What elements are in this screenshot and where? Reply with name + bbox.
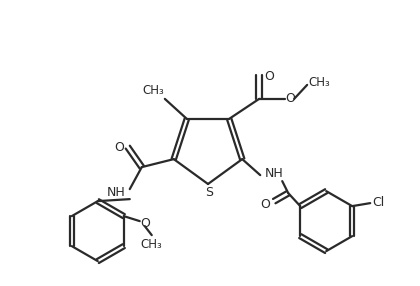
- Text: O: O: [114, 141, 124, 154]
- Text: O: O: [260, 198, 270, 210]
- Text: O: O: [140, 217, 150, 230]
- Text: Cl: Cl: [372, 196, 384, 208]
- Text: CH₃: CH₃: [142, 84, 164, 97]
- Text: NH: NH: [265, 167, 284, 180]
- Text: S: S: [205, 186, 213, 200]
- Text: O: O: [285, 92, 295, 105]
- Text: NH: NH: [106, 186, 125, 198]
- Text: O: O: [264, 70, 274, 84]
- Text: CH₃: CH₃: [141, 238, 163, 251]
- Text: CH₃: CH₃: [308, 76, 330, 90]
